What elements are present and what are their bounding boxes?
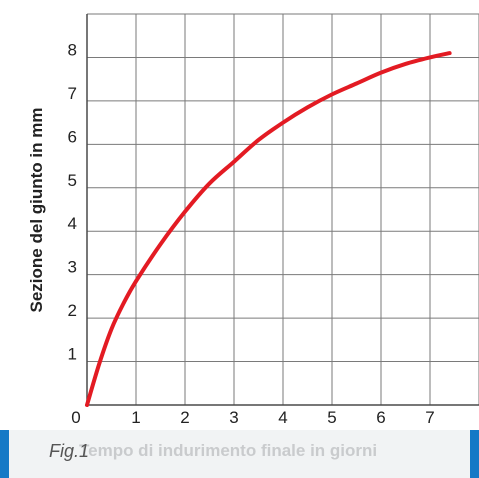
x-tick-label: 3: [229, 408, 238, 427]
y-tick-label: 6: [68, 127, 77, 146]
tick-labels: 0 1 2 3 4 5 6 7 1 2 3 4 5 6 7 8: [68, 40, 435, 427]
caption-accent-left: [0, 430, 9, 478]
caption-accent-right: [470, 430, 479, 478]
x-tick-label: 4: [278, 408, 287, 427]
y-tick-label: 5: [68, 171, 77, 190]
caption-panel: Tempo di indurimento finale in giorni Fi…: [9, 430, 470, 478]
y-tick-label: 3: [68, 258, 77, 277]
x-tick-label: 7: [425, 408, 434, 427]
axes: [86, 14, 479, 406]
x-tick-label: 1: [131, 408, 140, 427]
y-tick-label: 4: [68, 214, 77, 233]
series: [85, 51, 452, 407]
series-line: [85, 51, 452, 407]
y-tick-label: 2: [68, 301, 77, 320]
x-tick-label: 5: [327, 408, 336, 427]
y-tick-label: 8: [68, 40, 77, 59]
figure-label: Fig.1: [49, 441, 90, 461]
y-axis-title: Sezione del giunto in mm: [27, 108, 46, 313]
x-tick-label: 6: [376, 408, 385, 427]
x-tick-label: 0: [71, 408, 80, 427]
x-axis-title: Tempo di indurimento finale in giorni: [79, 441, 378, 460]
y-tick-label: 1: [68, 345, 77, 364]
y-tick-label: 7: [68, 84, 77, 103]
chart-svg: 0 1 2 3 4 5 6 7 1 2 3 4 5 6 7 8 Sezione del giunto in m…: [27, 13, 479, 427]
x-tick-label: 2: [180, 408, 189, 427]
grid: [87, 13, 479, 405]
caption-bar: Tempo di indurimento finale in giorni Fi…: [0, 430, 479, 478]
